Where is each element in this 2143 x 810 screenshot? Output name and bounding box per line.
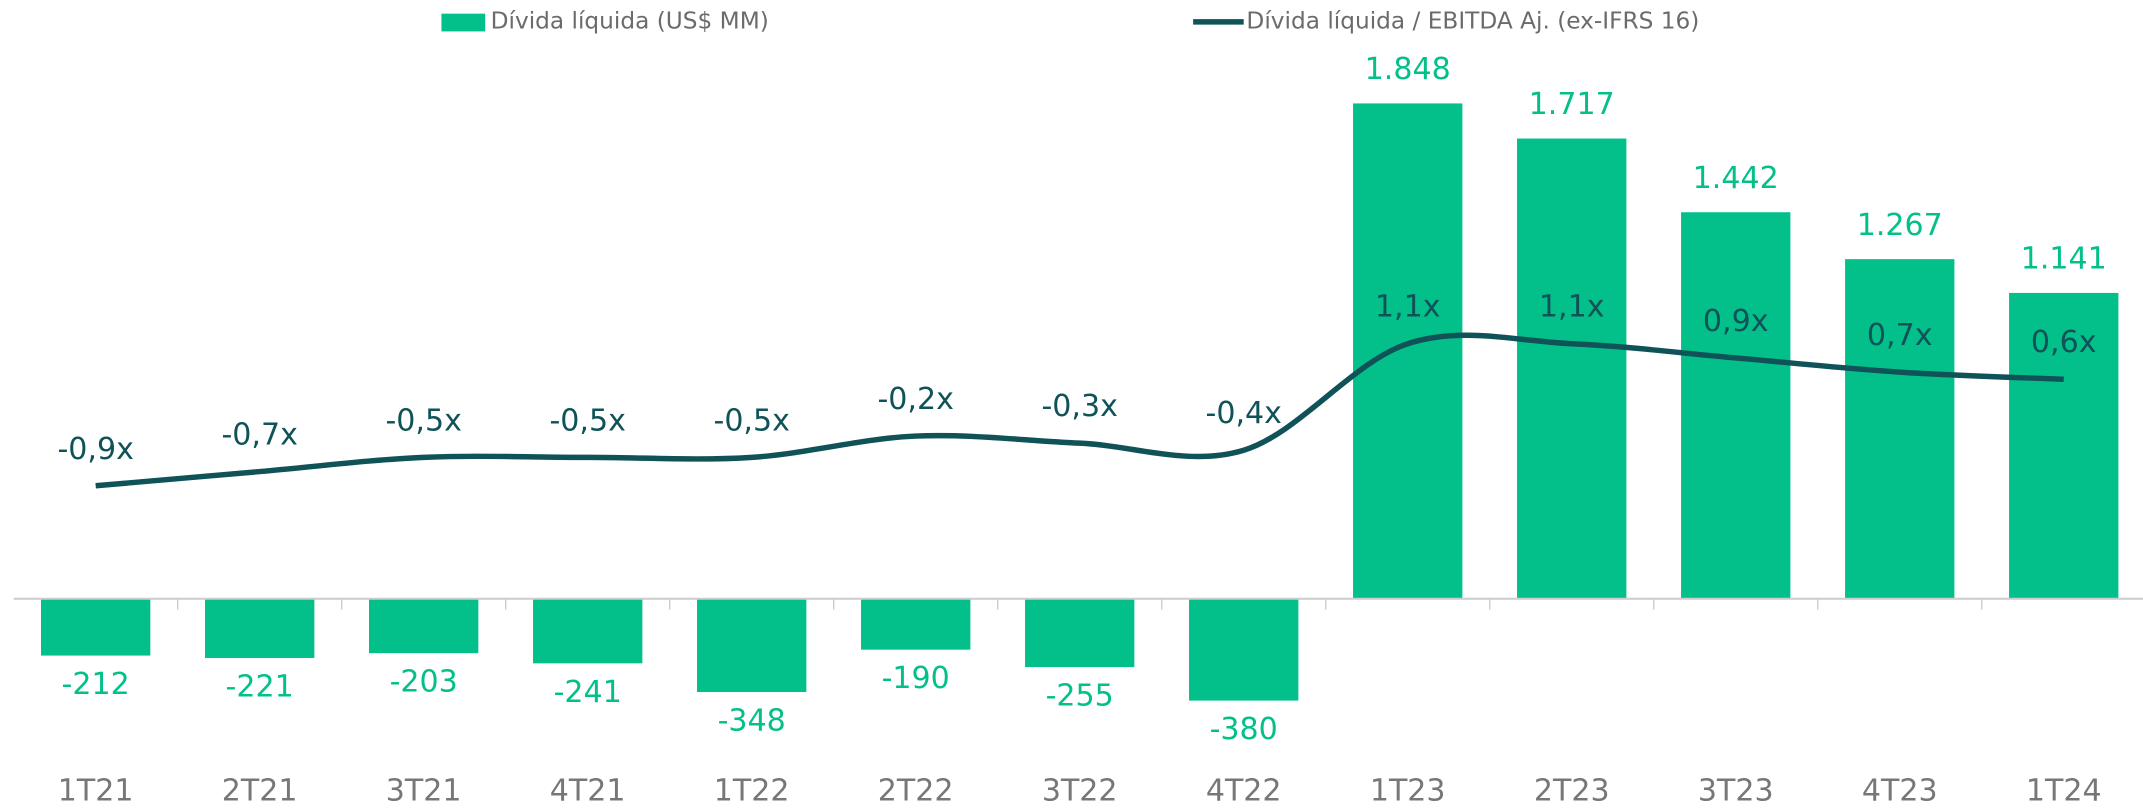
bar [861, 598, 971, 650]
bar-value-label: 1.141 [2021, 242, 2107, 277]
x-tick-label: 3T21 [386, 774, 462, 809]
legend-label: Dívida líquida / EBITDA Aj. (ex-IFRS 16) [1246, 7, 1699, 34]
x-tick-label: 4T22 [1206, 774, 1282, 809]
legend-swatch-bar [441, 13, 486, 32]
line-value-label: -0,7x [221, 418, 297, 453]
bar-value-label: -190 [882, 661, 950, 696]
x-tick-label: 2T23 [1534, 774, 1610, 809]
line-value-label: 0,9x [1703, 304, 1769, 339]
bar [1845, 259, 1955, 599]
line-value-label: -0,9x [57, 432, 133, 467]
bar [41, 598, 151, 656]
bar [369, 598, 479, 654]
x-tick-label: 3T23 [1698, 774, 1774, 809]
x-tick-label: 1T23 [1370, 774, 1446, 809]
bar-value-label: -203 [390, 665, 458, 700]
line-value-label: -0,3x [1041, 389, 1117, 424]
bar-value-label: -380 [1210, 712, 1278, 747]
bar-value-label: 1.717 [1529, 87, 1615, 122]
ratio-line [95, 332, 2064, 489]
bar-value-label: 1.848 [1365, 52, 1451, 87]
line-value-label: -0,5x [713, 403, 789, 438]
bar [1681, 212, 1791, 599]
bar-value-label: -221 [226, 670, 294, 705]
legend-label: Dívida líquida (US$ MM) [491, 7, 769, 34]
line-value-label: -0,4x [1205, 396, 1281, 431]
bar-value-label: 1.442 [1693, 161, 1779, 196]
x-tick-label: 2T22 [878, 774, 954, 809]
bar [1517, 138, 1627, 599]
line-value-label: 1,1x [1539, 290, 1605, 325]
line-value-label: 1,1x [1375, 290, 1441, 325]
bar-value-label: -212 [62, 667, 130, 702]
line-value-label: -0,2x [877, 382, 953, 417]
bar-value-label: -348 [718, 704, 786, 739]
bar [2009, 292, 2119, 599]
line-value-label: -0,5x [549, 403, 625, 438]
x-tick-label: 1T24 [2026, 774, 2102, 809]
bar [533, 598, 643, 664]
x-tick-label: 3T22 [1042, 774, 1118, 809]
bar [1353, 103, 1463, 599]
line-value-label: 0,6x [2031, 325, 2097, 360]
bar [1189, 598, 1299, 701]
x-tick-label: 4T23 [1862, 774, 1938, 809]
x-tick-label: 1T22 [714, 774, 790, 809]
line-value-label: -0,5x [385, 403, 461, 438]
line-value-label: 0,7x [1867, 318, 1933, 353]
bar-value-label: -255 [1046, 679, 1114, 714]
x-tick-label: 1T21 [58, 774, 134, 809]
bar-value-label: -241 [554, 675, 622, 710]
bar-value-label: 1.267 [1857, 208, 1943, 243]
x-tick-label: 2T21 [222, 774, 298, 809]
bar [205, 598, 315, 658]
bar [1025, 598, 1135, 668]
x-tick-label: 4T21 [550, 774, 626, 809]
bar [697, 598, 807, 693]
